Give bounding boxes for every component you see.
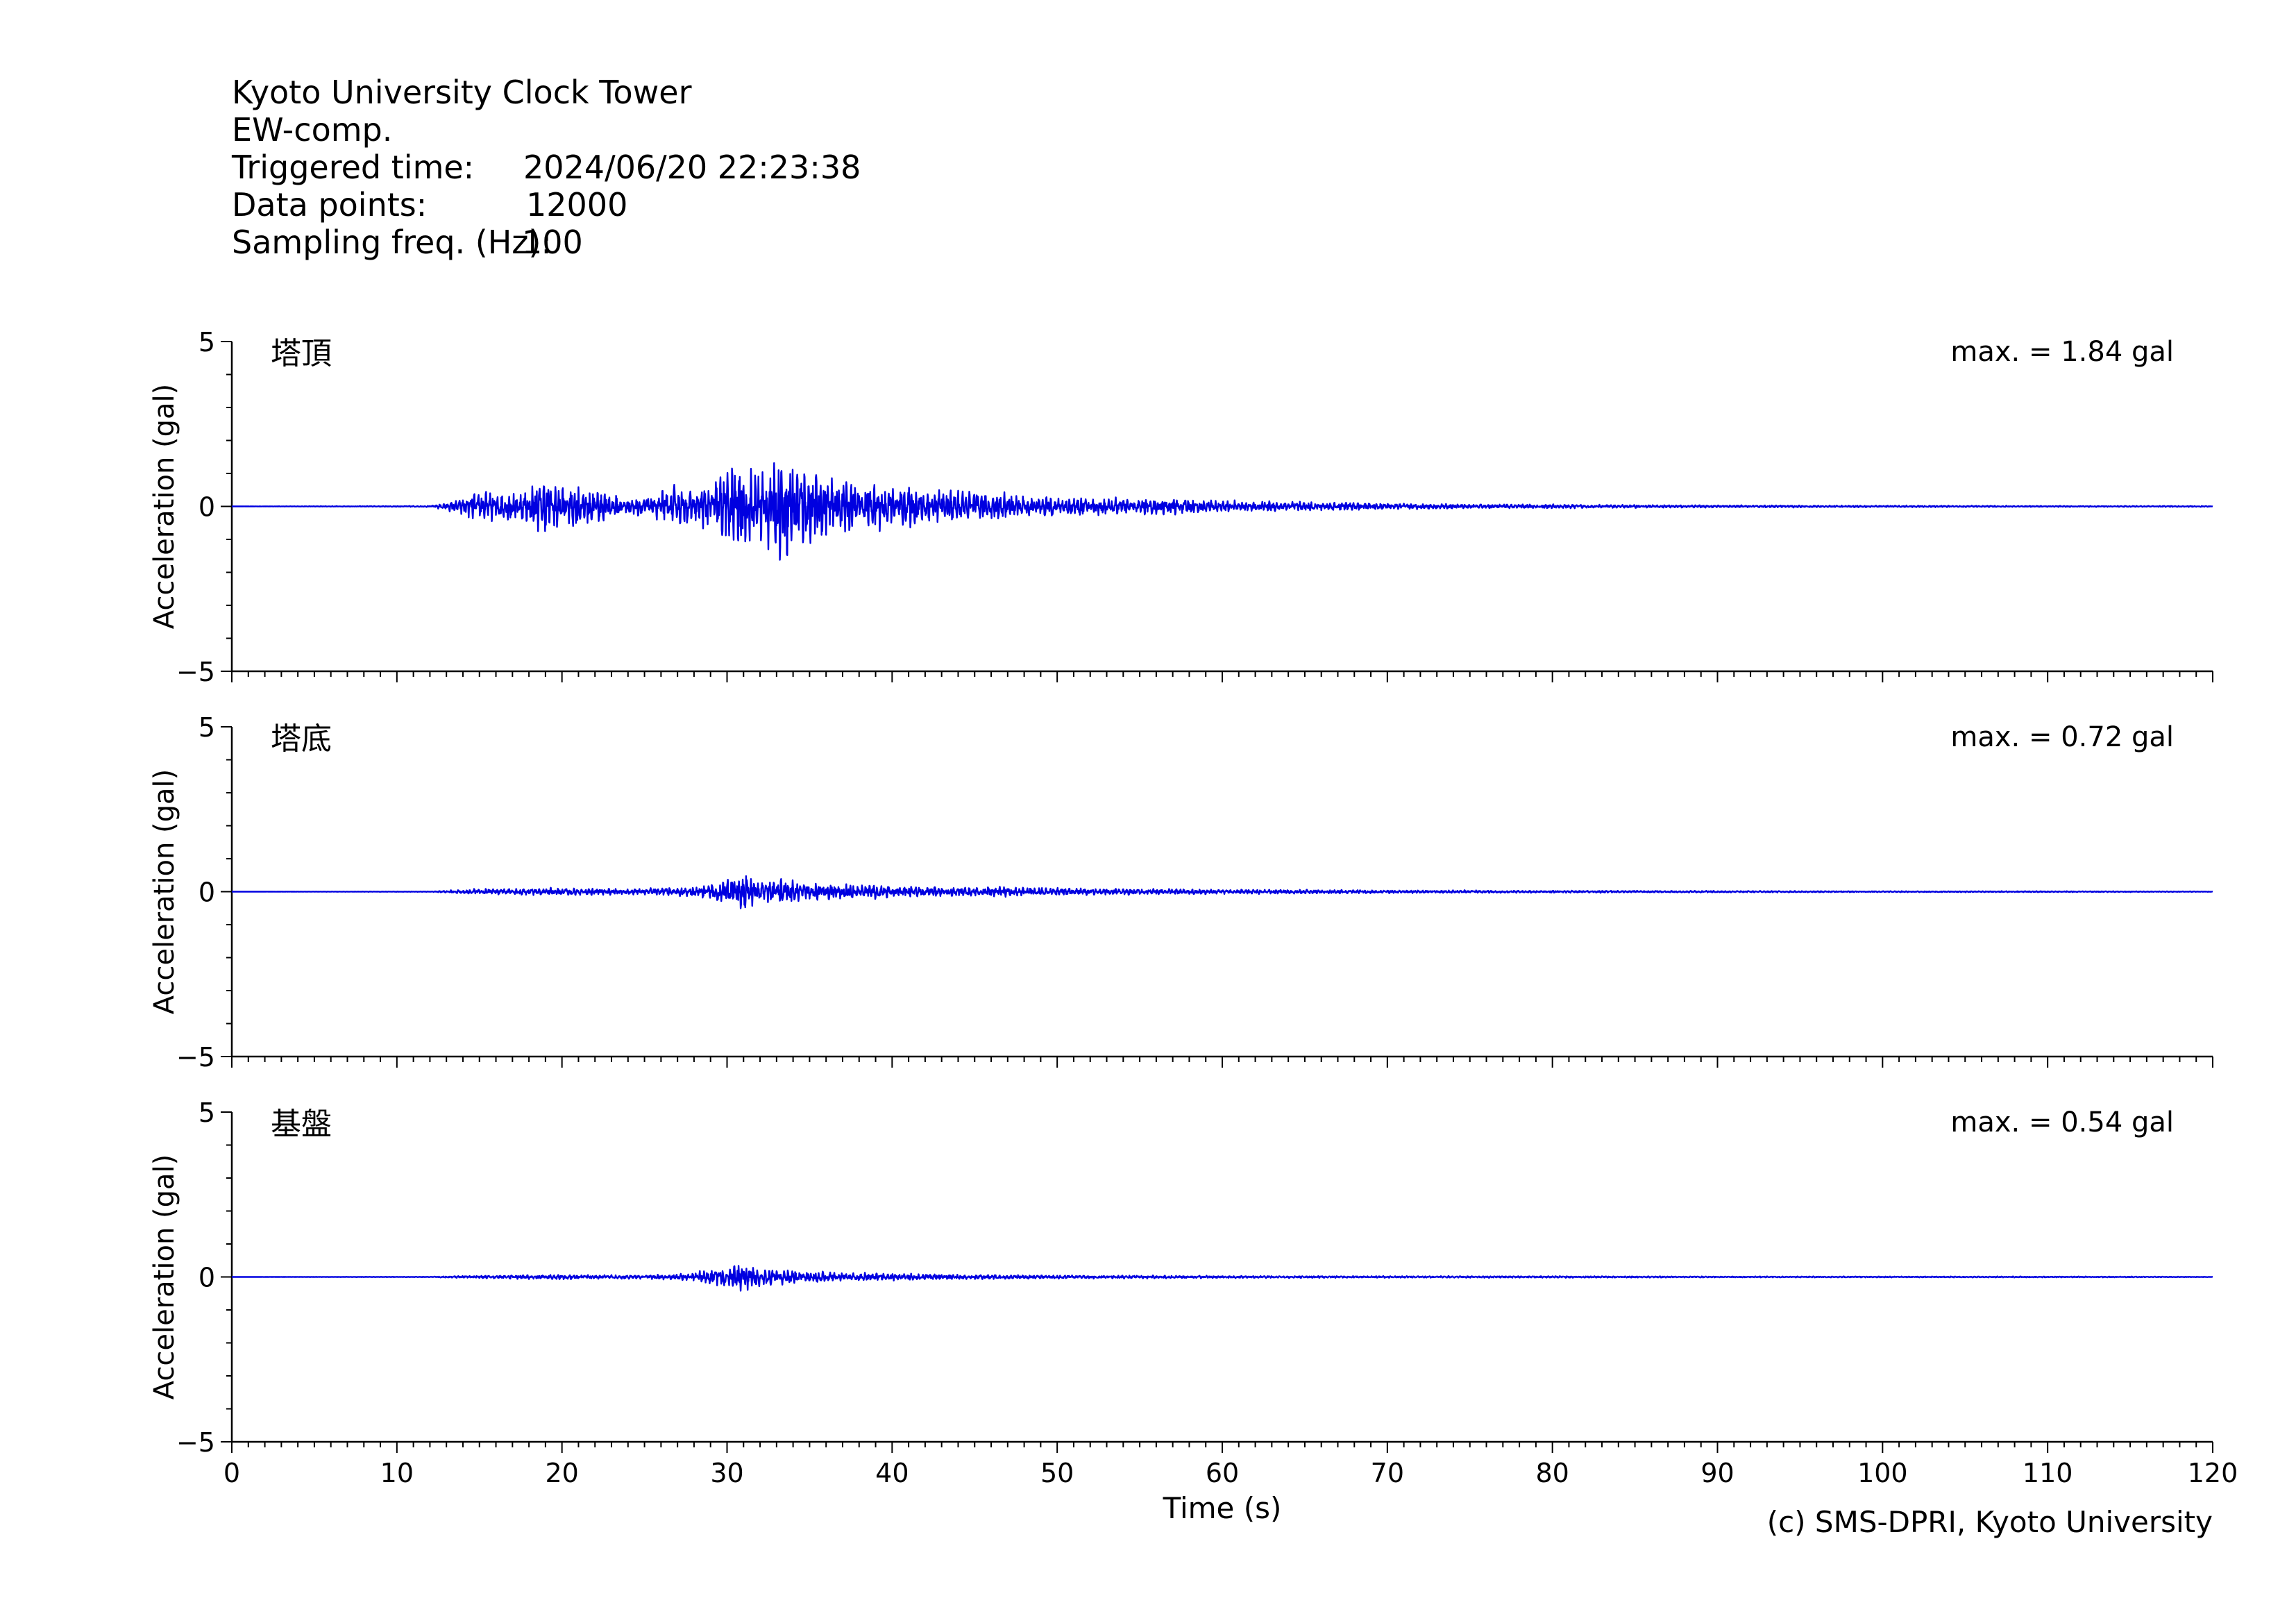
component-label: EW-comp.	[232, 111, 393, 149]
x-tick-label: 30	[710, 1458, 743, 1488]
x-axis-label: Time (s)	[1163, 1491, 1282, 1525]
points-label: Data points:	[232, 186, 428, 224]
sensor-label: 塔底	[271, 721, 332, 757]
max-amplitude-label: max. = 0.54 gal	[1950, 1107, 2174, 1138]
x-tick-label: 80	[1535, 1458, 1569, 1488]
x-tick-label: 0	[223, 1458, 240, 1488]
x-tick-label: 120	[2188, 1458, 2238, 1488]
freq-label: Sampling freq. (Hz):	[232, 224, 552, 261]
y-tick-label: 5	[199, 327, 215, 358]
acceleration-trace	[231, 1265, 2213, 1292]
y-tick-label: 0	[199, 492, 215, 523]
x-tick-label: 90	[1700, 1458, 1734, 1488]
station-name: Kyoto University Clock Tower	[232, 74, 692, 111]
x-tick-label: 100	[1857, 1458, 1908, 1488]
acceleration-trace	[231, 875, 2213, 909]
triggered-value: 2024/06/20 22:23:38	[523, 149, 861, 186]
y-tick-label: −5	[176, 657, 215, 687]
y-axis-label: Acceleration (gal)	[149, 384, 180, 630]
y-tick-label: 5	[199, 712, 215, 743]
x-tick-label: 70	[1371, 1458, 1404, 1488]
y-tick-label: −5	[176, 1427, 215, 1458]
y-axis-label: Acceleration (gal)	[149, 1154, 180, 1400]
triggered-label: Triggered time:	[232, 149, 475, 186]
sensor-label: 基盤	[271, 1107, 332, 1142]
points-value: 12000	[526, 186, 628, 224]
sensor-label: 塔頂	[271, 336, 332, 371]
record-header: Kyoto University Clock Tower EW-comp. Tr…	[232, 74, 861, 261]
acceleration-trace	[231, 462, 2213, 561]
x-tick-label: 60	[1206, 1458, 1239, 1488]
y-tick-label: 0	[199, 877, 215, 908]
triggered-row: Triggered time: 2024/06/20 22:23:38	[232, 149, 861, 186]
copyright-credit: (c) SMS-DPRI, Kyoto University	[1766, 1505, 2213, 1539]
freq-row: Sampling freq. (Hz): 100	[232, 224, 692, 261]
max-amplitude-label: max. = 0.72 gal	[1950, 721, 2174, 753]
x-tick-label: 20	[545, 1458, 578, 1488]
chart-panel-1: −5 0 5 Acceleration (gal) 塔頂 max. = 1.84 gal	[149, 327, 2213, 687]
x-tick-label: 40	[875, 1458, 909, 1488]
y-tick-label: −5	[176, 1042, 215, 1073]
y-axis-label: Acceleration (gal)	[149, 769, 180, 1015]
y-tick-label: 5	[199, 1098, 215, 1128]
x-tick-label: 50	[1040, 1458, 1074, 1488]
x-tick-label: 10	[380, 1458, 414, 1488]
x-tick-label: 110	[2023, 1458, 2073, 1488]
points-row: Data points: 12000	[232, 186, 692, 224]
freq-value: 100	[522, 224, 583, 261]
max-amplitude-label: max. = 1.84 gal	[1950, 336, 2174, 368]
y-tick-label: 0	[199, 1263, 215, 1293]
chart-panel-2: −5 0 5 Acceleration (gal) 塔底 max. = 0.72 gal	[149, 712, 2213, 1073]
